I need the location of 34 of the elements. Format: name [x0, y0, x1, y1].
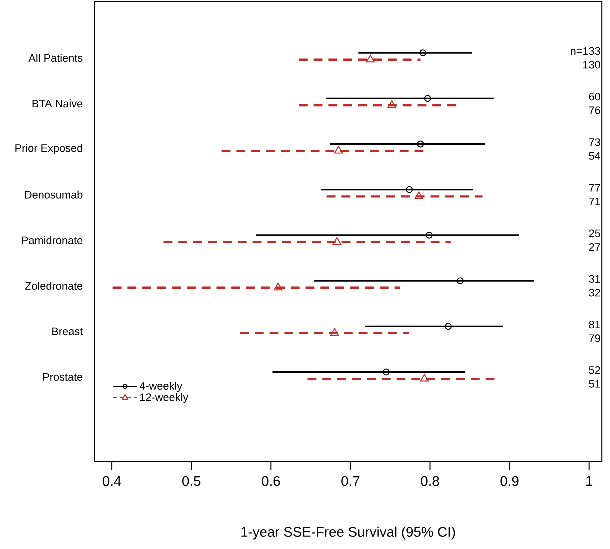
y-tick-label: All Patients — [28, 54, 83, 62]
x-tick-label: 0.9 — [500, 476, 519, 486]
x-tick-label: 0.4 — [102, 476, 122, 486]
y-tick-label: Pamidronate — [22, 236, 83, 244]
annotation: 25 — [589, 230, 600, 238]
annotation: 77 — [589, 184, 600, 192]
y-tick-label: Denosumab — [25, 190, 83, 199]
legend-label: 12-weekly — [140, 393, 189, 404]
annotation: 52 — [589, 366, 600, 374]
annotation: 60 — [589, 92, 600, 101]
legend-label: 4-weekly — [140, 382, 183, 392]
annotation: 76 — [589, 106, 600, 114]
x-tick-label: 0.7 — [342, 476, 360, 486]
y-tick-label: Prior Exposed — [16, 144, 82, 154]
annotation: 51 — [589, 380, 600, 388]
annotation: n=133 — [571, 47, 600, 56]
annotation: 71 — [589, 198, 600, 206]
x-tick-label: 0.5 — [182, 476, 201, 486]
x-axis-title: 1-year SSE-Free Survival (95% CI) — [242, 526, 456, 540]
y-tick-label: BTA Naive — [32, 100, 83, 108]
y-tick-label: Zoledronate — [25, 282, 83, 290]
annotation: 130 — [584, 61, 600, 69]
x-tick-label: 0.8 — [421, 476, 440, 486]
annotation: 81 — [589, 320, 600, 329]
y-tick-label: Breast — [52, 328, 84, 336]
x-tick-label: 0.6 — [262, 476, 280, 486]
annotation: 32 — [589, 288, 600, 297]
annotation: 79 — [589, 334, 600, 342]
x-tick-label: 1 — [586, 476, 593, 486]
annotation: 27 — [589, 243, 600, 252]
annotation: 31 — [589, 275, 600, 284]
annotation: 73 — [589, 138, 600, 146]
annotation: 54 — [589, 152, 601, 160]
y-tick-label: Prostate — [44, 373, 83, 381]
